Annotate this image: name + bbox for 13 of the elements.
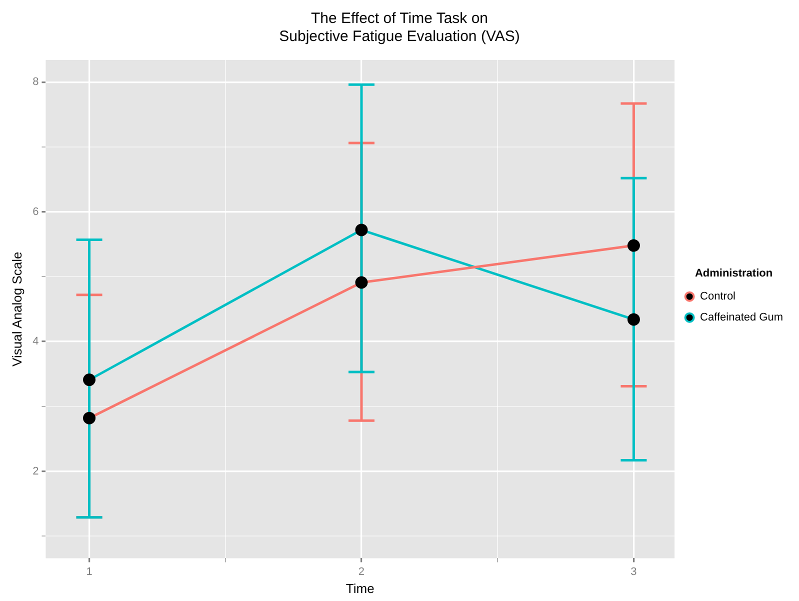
y-axis-title: Visual Analog Scale xyxy=(9,252,24,366)
y-tick-label: 8 xyxy=(32,76,39,88)
x-tick-label: 2 xyxy=(358,566,365,578)
x-tick-label: 3 xyxy=(630,566,637,578)
legend-title: Administration xyxy=(694,267,773,280)
x-axis-title: Time xyxy=(346,580,374,596)
y-tick-label: 6 xyxy=(32,206,39,218)
chart-title: The Effect of Time Task on Subjective Fatigue Evaluation (VAS) xyxy=(279,10,520,46)
legend-label: Caffeinated Gum xyxy=(700,312,784,324)
legend-label: Control xyxy=(700,290,736,303)
y-tick-label: 4 xyxy=(32,336,39,348)
x-tick-label: 1 xyxy=(86,566,92,578)
y-tick-label: 2 xyxy=(32,465,39,478)
